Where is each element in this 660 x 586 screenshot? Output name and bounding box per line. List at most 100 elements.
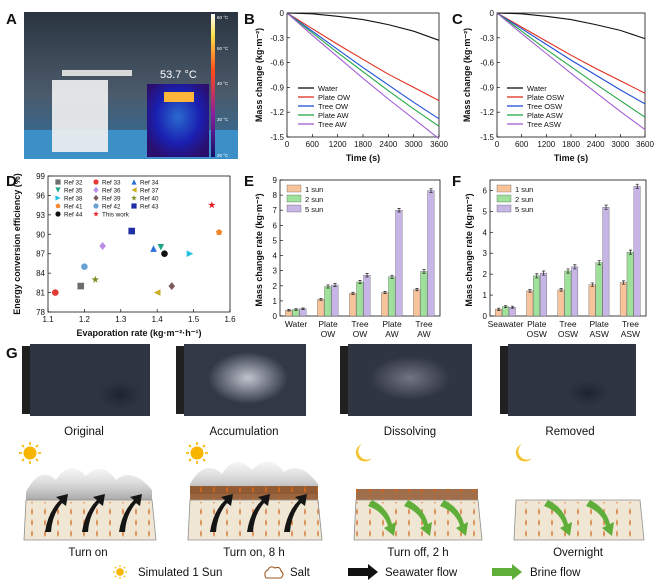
- legend-label: Tree OW: [318, 102, 349, 111]
- error-bar: [287, 309, 291, 312]
- scatter-point-ref-39: [168, 282, 176, 291]
- error-bar: [365, 273, 369, 278]
- error-bar: [415, 287, 419, 292]
- error-bar: [301, 307, 305, 310]
- legend-label: Ref 42: [102, 203, 121, 210]
- legend-label: 2 sun: [515, 195, 533, 204]
- legend-label: Plate OSW: [527, 93, 565, 102]
- series-line-plate-ow: [286, 12, 440, 102]
- x-tick-label: 1.3: [115, 315, 127, 324]
- series-line-water: [496, 12, 646, 40]
- y-tick-label: 90: [36, 230, 45, 239]
- error-bar: [294, 308, 298, 311]
- container: [52, 80, 108, 152]
- category-label: AW: [385, 329, 398, 339]
- y-tick-label: 5: [483, 207, 488, 216]
- y-tick-label: 4: [483, 228, 488, 237]
- series-line-tree-asw: [496, 12, 646, 131]
- legend-marker: [55, 203, 61, 209]
- y-tick-label: 5: [273, 236, 278, 245]
- legend-label: 5 sun: [515, 205, 533, 214]
- x-tick-label: 2400: [587, 140, 605, 149]
- chart-b-ylabel: Mass change (kg·m⁻²): [254, 28, 264, 122]
- y-tick-label: 84: [36, 269, 45, 278]
- legend-label: 5 sun: [305, 205, 323, 214]
- scatter-point-ref-44: [161, 250, 168, 258]
- y-tick-label: 93: [36, 211, 45, 220]
- y-tick-label: -1.5: [270, 133, 284, 142]
- category-label: Plate: [590, 319, 610, 329]
- category-label: Tree: [351, 319, 368, 329]
- y-tick-label: 1: [483, 291, 488, 300]
- chart-d-plot: [51, 201, 223, 296]
- series-line-plate-osw: [496, 12, 646, 94]
- scatter-point-ref-38: [186, 250, 194, 258]
- x-tick-label: 2400: [379, 140, 397, 149]
- y-tick-label: 6: [483, 186, 488, 195]
- caption-turn-on-8h: Turn on, 8 h: [223, 547, 285, 559]
- brine-flow-arrow: [368, 500, 614, 536]
- chart-d-frame: [47, 175, 231, 313]
- ir-tick-60: 60 °C: [217, 15, 229, 20]
- legend-label: Tree ASW: [527, 120, 562, 129]
- category-label: ASW: [590, 329, 609, 339]
- legend-label: Plate OW: [318, 93, 351, 102]
- error-bar: [559, 288, 563, 292]
- error-bar: [542, 270, 546, 276]
- scheme-turn-on: [23, 467, 157, 541]
- chart-d-ylabel: Energy conversion efficiency (%): [12, 173, 22, 315]
- x-tick-label: 600: [515, 140, 529, 149]
- x-tick-label: 1.5: [188, 315, 200, 324]
- error-bar: [604, 204, 608, 210]
- category-label: OW: [321, 329, 336, 339]
- chart-f-plot: [495, 183, 641, 317]
- y-tick-label: 0: [280, 9, 285, 18]
- y-tick-label: 99: [36, 172, 45, 181]
- category-label: Water: [285, 319, 308, 329]
- series-line-water: [286, 12, 440, 41]
- y-tick-label: 8: [273, 191, 278, 200]
- y-tick-label: -0.9: [270, 83, 284, 92]
- x-tick-label: 1.1: [42, 315, 54, 324]
- category-label: ASW: [621, 329, 640, 339]
- legend-swatch: [496, 184, 512, 193]
- x-tick-label: 3600: [430, 140, 448, 149]
- x-tick-label: 1.4: [152, 315, 164, 324]
- photo-removed: [500, 344, 636, 416]
- y-tick-label: 0: [273, 312, 278, 321]
- category-label: Tree: [559, 319, 576, 329]
- caption-original: Original: [64, 426, 104, 438]
- error-bar: [390, 274, 394, 279]
- ir-temperature: 53.7 °C: [160, 69, 197, 81]
- legend-label: Water: [527, 84, 547, 93]
- chart-c-ticks: 0 600 1200 1800 2400 3000 3600 0 -0.3 -0.6 -0.9 -1.…: [480, 9, 654, 149]
- caption-removed: Removed: [545, 426, 594, 438]
- y-tick-label: 2: [273, 282, 278, 291]
- chart-f-ylabel: Mass change rate (kg·m⁻²): [464, 193, 474, 306]
- chart-d-ticks: 1.1 1.2 1.3 1.4 1.5 1.6 78 81 84 87 90 93 96 99: [36, 172, 236, 324]
- legend-label: 1 sun: [515, 185, 533, 194]
- category-label: AW: [417, 329, 430, 339]
- photo-accumulation: [176, 344, 306, 416]
- chart-b-ticks: 0 600 1200 1800 2400 3000 3600 0 -0.3 -0.6 -0.9 -1.…: [270, 9, 448, 149]
- caption-dissolving: Dissolving: [384, 426, 436, 438]
- panel-label-d: D: [6, 173, 17, 190]
- ir-colorbar: [211, 14, 215, 157]
- y-tick-label: -0.6: [480, 59, 494, 68]
- brine-flow-icon: [492, 564, 522, 580]
- y-tick-label: 6: [273, 221, 278, 230]
- legend-swatch: [496, 204, 512, 213]
- category-label: Plate: [527, 319, 547, 329]
- y-tick-label: 4: [273, 252, 278, 261]
- category-label: Tree: [622, 319, 639, 329]
- x-tick-label: 600: [306, 140, 320, 149]
- x-tick-label: 3000: [611, 140, 629, 149]
- x-tick-label: 0: [495, 140, 500, 149]
- legend-label: Ref 33: [102, 179, 121, 186]
- legend-label: 2 sun: [305, 195, 323, 204]
